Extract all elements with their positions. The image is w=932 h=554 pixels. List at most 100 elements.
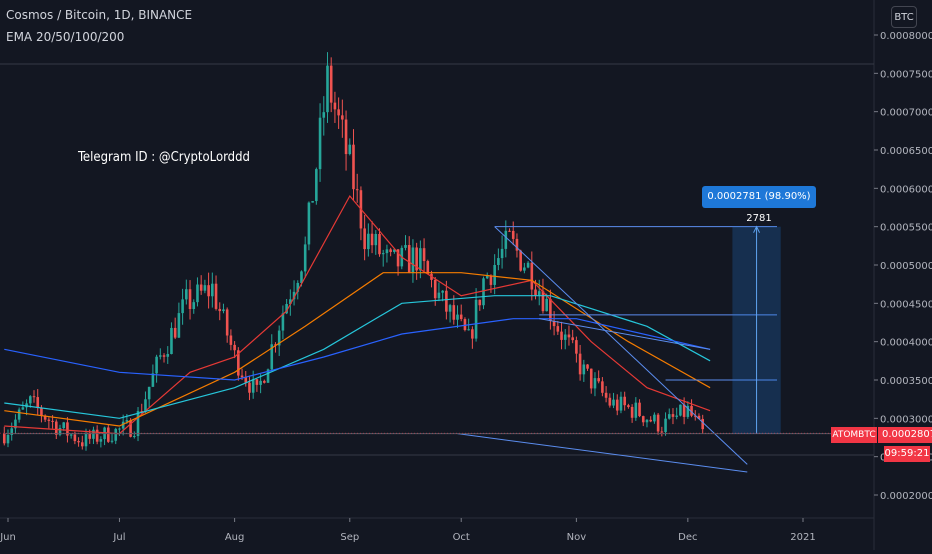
candle-body xyxy=(225,309,229,336)
candle-body xyxy=(523,267,526,271)
ema-line xyxy=(4,272,711,427)
candle-body xyxy=(604,392,608,398)
candle-body xyxy=(307,202,311,245)
candle-countdown: 09:59:21 xyxy=(884,446,930,462)
candle-body xyxy=(578,353,582,375)
candle-body xyxy=(32,396,36,398)
y-tick-label: 0.0006000 xyxy=(880,184,932,195)
axis-unit-button[interactable]: BTC xyxy=(891,6,917,28)
candle-body xyxy=(292,291,296,300)
candle-body xyxy=(99,439,103,442)
candle-body xyxy=(634,402,638,418)
candle-body xyxy=(303,244,307,272)
indicator-legend[interactable]: EMA 20/50/100/200 xyxy=(6,30,125,44)
candle-body xyxy=(244,377,248,383)
candle-body xyxy=(485,275,489,279)
candle-body xyxy=(214,283,218,309)
candle-body xyxy=(28,396,32,404)
candle-body xyxy=(515,238,519,251)
candle-body xyxy=(601,381,604,393)
candle-body xyxy=(173,327,177,338)
candle-body xyxy=(433,279,437,299)
y-tick-label: 0.0004000 xyxy=(880,338,932,349)
candle-body xyxy=(660,431,664,433)
candle-body xyxy=(207,285,210,297)
candle-body xyxy=(478,299,482,306)
candle-body xyxy=(482,278,485,306)
candle-body xyxy=(459,314,463,320)
candle-body xyxy=(355,189,359,191)
candle-body xyxy=(92,429,95,439)
candle-body xyxy=(69,434,73,436)
candle-body xyxy=(36,397,40,408)
candle-body xyxy=(404,245,407,248)
candle-body xyxy=(370,233,374,246)
x-tick-label: Jun xyxy=(0,532,16,543)
candle-body xyxy=(311,201,314,203)
candle-body xyxy=(348,144,352,155)
candle-body xyxy=(107,427,110,442)
candle-body xyxy=(337,109,340,116)
candle-body xyxy=(664,418,667,433)
candle-body xyxy=(136,411,140,436)
candle-body xyxy=(73,434,77,442)
candle-body xyxy=(315,169,318,202)
candle-body xyxy=(641,416,645,423)
y-tick-label: 0.0007500 xyxy=(880,69,932,80)
candle-body xyxy=(192,302,196,310)
candle-body xyxy=(144,399,147,412)
candle-body xyxy=(671,414,675,417)
candle-body xyxy=(17,409,21,420)
candle-body xyxy=(62,422,66,429)
candle-body xyxy=(474,299,478,339)
candle-body xyxy=(170,327,173,355)
candle-body xyxy=(151,373,155,387)
drawings xyxy=(0,225,874,473)
candle-body xyxy=(2,433,6,444)
telegram-note: Telegram ID : @CryptoLorddd xyxy=(78,150,250,165)
candle-body xyxy=(422,248,426,262)
candle-body xyxy=(693,415,697,417)
candle-body xyxy=(426,261,430,274)
candle-body xyxy=(645,419,649,423)
candle-body xyxy=(341,115,344,120)
candle-body xyxy=(266,369,270,383)
candle-body xyxy=(274,344,277,346)
candle-body xyxy=(121,421,125,429)
candle-body xyxy=(344,119,348,155)
candle-body xyxy=(196,284,199,303)
candle-body xyxy=(188,289,192,310)
candle-body xyxy=(452,305,456,320)
candle-body xyxy=(162,355,166,357)
candle-body xyxy=(333,102,337,110)
candles xyxy=(2,52,704,451)
candle-body xyxy=(463,319,467,331)
candle-body xyxy=(608,397,612,406)
candle-body xyxy=(649,419,652,422)
candle-body xyxy=(552,320,556,327)
candle-body xyxy=(556,326,560,332)
candle-body xyxy=(129,420,132,437)
x-axis[interactable]: Jun Jul Aug Sep Oct Nov Dec 2021 xyxy=(0,518,816,543)
candle-body xyxy=(419,248,422,271)
candle-body xyxy=(593,378,597,389)
candle-body xyxy=(701,418,704,430)
candle-body xyxy=(140,411,144,413)
y-tick-label: 0.0002000 xyxy=(880,491,932,502)
x-tick-label: Oct xyxy=(453,532,470,543)
candle-body xyxy=(285,304,288,314)
candle-body xyxy=(352,144,355,190)
trendline xyxy=(494,226,748,465)
candle-body xyxy=(277,330,281,346)
ema-line xyxy=(4,318,711,381)
candle-body xyxy=(619,396,623,411)
candle-body xyxy=(237,350,240,376)
candle-body xyxy=(21,407,25,410)
candle-body xyxy=(675,415,678,417)
ema-line xyxy=(4,194,711,435)
candle-body xyxy=(185,289,188,300)
x-tick-label: 2021 xyxy=(790,532,815,543)
candle-body xyxy=(686,405,690,417)
